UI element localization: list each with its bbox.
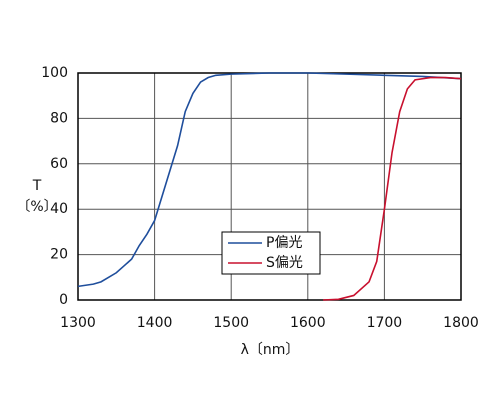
x-axis-label: λ〔nm〕	[241, 342, 300, 358]
legend-box	[221, 231, 321, 275]
y-tick-label: 20	[50, 247, 68, 263]
series-line	[323, 76, 462, 301]
y-tick-label: 0	[59, 292, 68, 308]
legend-label: P偏光	[266, 235, 302, 251]
y-tick-label: 100	[41, 65, 68, 81]
x-tick-label: 1500	[213, 315, 249, 331]
x-tick-label: 1400	[137, 315, 173, 331]
y-tick-label: 40	[50, 201, 68, 217]
x-tick-label: 1700	[367, 315, 403, 331]
x-tick-label: 1800	[443, 315, 479, 331]
x-tick-label: 1300	[60, 315, 96, 331]
legend-label: S偏光	[266, 255, 303, 271]
x-tick-label: 1600	[290, 315, 326, 331]
y-tick-label: 60	[50, 156, 68, 172]
y-axis-label: T	[32, 178, 42, 194]
series-line	[77, 72, 462, 288]
y-axis-unit: 〔%〕	[16, 199, 57, 215]
y-tick-label: 80	[50, 110, 68, 126]
